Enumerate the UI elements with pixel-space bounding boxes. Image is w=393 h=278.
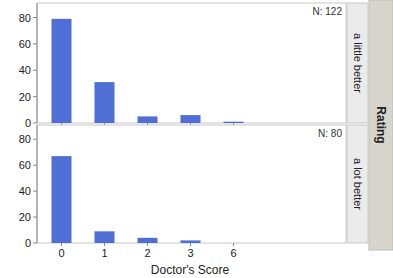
count-note: N: 122	[313, 6, 343, 17]
bar	[224, 243, 244, 244]
x-tick-label: 0	[58, 247, 64, 259]
x-tick	[233, 243, 234, 246]
y-tick	[33, 43, 37, 44]
panel-strip	[347, 125, 368, 243]
y-tick-label: 0	[25, 237, 31, 249]
y-tick-label: 60	[19, 159, 31, 171]
bar	[52, 156, 72, 243]
y-tick	[33, 123, 37, 124]
y-tick	[33, 191, 37, 192]
y-tick	[33, 165, 37, 166]
chart-svg: Ratinga little betterN: 122020406080a lo…	[0, 0, 393, 278]
y-tick-label: 0	[25, 117, 31, 129]
panel-label: a lot better	[352, 158, 364, 210]
y-tick-label: 40	[19, 64, 31, 76]
facet-strip	[369, 0, 393, 250]
y-tick-label: 20	[19, 91, 31, 103]
bar	[95, 231, 115, 243]
chart-root: Ratinga little betterN: 122020406080a lo…	[0, 0, 393, 278]
plot-frame	[37, 125, 346, 243]
y-axis-line	[37, 125, 38, 243]
y-axis-line	[37, 3, 38, 123]
count-note: N: 80	[318, 128, 342, 139]
x-tick	[147, 243, 148, 246]
bar	[138, 238, 158, 243]
bar	[224, 122, 244, 123]
x-tick-label: 2	[144, 247, 150, 259]
plot-frame	[37, 3, 346, 123]
y-tick-label: 80	[19, 12, 31, 24]
y-tick	[33, 243, 37, 244]
x-tick-label: 6	[230, 247, 236, 259]
y-tick	[33, 139, 37, 140]
y-tick	[33, 217, 37, 218]
x-tick-label: 3	[187, 247, 193, 259]
y-tick	[33, 70, 37, 71]
facet-title: Rating	[374, 106, 388, 143]
x-axis-label: Doctor's Score	[151, 263, 230, 277]
x-tick	[61, 243, 62, 246]
bar	[95, 82, 115, 123]
bar	[138, 116, 158, 123]
x-tick	[104, 243, 105, 246]
bars	[52, 19, 244, 123]
y-tick	[33, 17, 37, 18]
y-tick	[33, 96, 37, 97]
y-tick-label: 20	[19, 211, 31, 223]
x-tick	[190, 243, 191, 246]
bar	[181, 115, 201, 123]
y-tick-label: 80	[19, 133, 31, 145]
y-tick-label: 40	[19, 185, 31, 197]
bars	[52, 156, 201, 243]
x-tick-label: 1	[101, 247, 107, 259]
y-tick-label: 60	[19, 38, 31, 50]
panel-label: a little better	[352, 33, 364, 93]
bar	[181, 240, 201, 243]
bar	[52, 19, 72, 123]
panel-strip	[347, 3, 368, 123]
